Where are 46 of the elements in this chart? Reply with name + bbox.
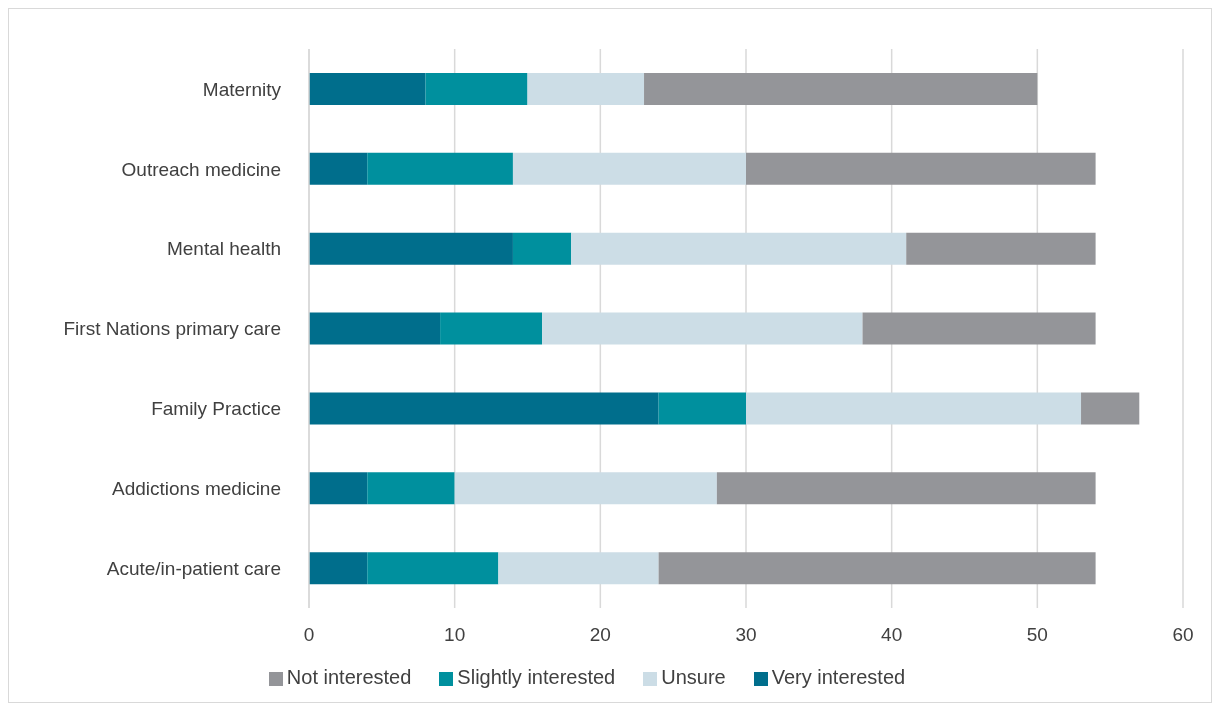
x-tick-label: 10 — [444, 624, 466, 646]
y-tick-label: Maternity — [202, 78, 282, 100]
bar — [658, 552, 1096, 585]
bar — [367, 152, 513, 185]
y-tick-label: First Nations primary care — [63, 318, 281, 340]
legend-label: Very interested — [771, 666, 906, 688]
y-tick-label: Addictions medicine — [112, 477, 281, 499]
y-tick-label: Mental health — [166, 238, 281, 260]
bar — [309, 232, 513, 265]
bar — [906, 232, 1096, 265]
bar — [454, 472, 717, 505]
bar — [644, 73, 1038, 105]
bar — [658, 392, 746, 425]
bar — [512, 152, 746, 185]
y-tick-label: Acute/in-patient care — [106, 557, 281, 579]
bar — [512, 232, 572, 265]
bar — [1081, 392, 1140, 425]
bar — [746, 152, 1096, 185]
legend-label: Not interested — [286, 666, 412, 688]
bar — [309, 392, 659, 425]
bar — [716, 472, 1096, 505]
bar — [367, 472, 455, 505]
legend-label: Slightly interested — [457, 666, 616, 688]
x-tick-label: 0 — [303, 624, 315, 646]
bar — [309, 552, 368, 585]
bar — [542, 312, 863, 345]
bar — [862, 312, 1096, 345]
bar — [309, 472, 368, 505]
bar — [440, 312, 543, 345]
bar — [309, 73, 426, 105]
bar — [425, 73, 528, 105]
y-tick-label: Outreach medicine — [121, 158, 281, 180]
bar — [527, 73, 645, 105]
legend-label: Unsure — [661, 666, 726, 688]
bar — [746, 392, 1082, 425]
bar — [571, 232, 907, 265]
bar — [367, 552, 499, 585]
x-tick-label: 60 — [1172, 624, 1194, 646]
bar — [309, 152, 368, 185]
x-tick-label: 50 — [1026, 624, 1048, 646]
bar — [498, 552, 659, 585]
x-tick-label: 30 — [735, 624, 757, 646]
x-tick-label: 40 — [881, 624, 903, 646]
y-tick-label: Family Practice — [151, 398, 281, 420]
x-tick-label: 20 — [589, 624, 611, 646]
bar — [309, 312, 441, 345]
